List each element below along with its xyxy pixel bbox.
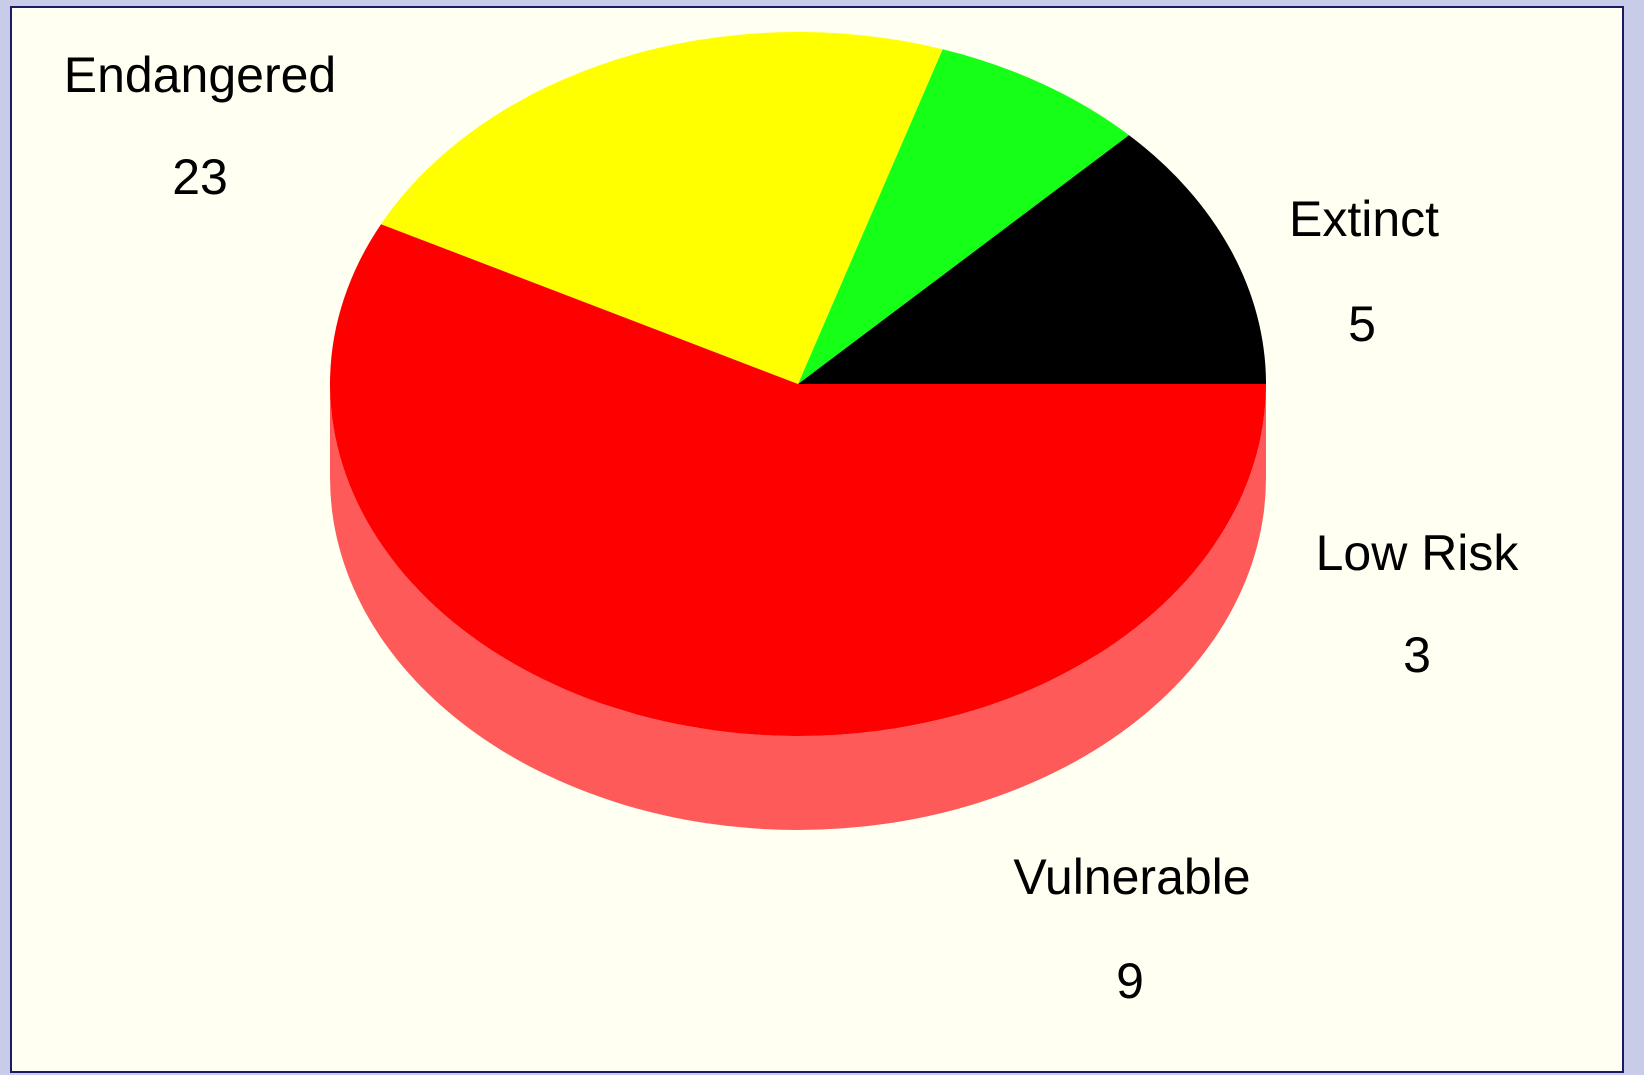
pie-slice-vulnerable <box>381 32 943 385</box>
pie-tops <box>329 32 1266 736</box>
chart-panel: Extinct 5 Low Risk 3 Vulnerable 9 Endangered 23 <box>10 6 1624 1073</box>
slice-value-endangered: 23 <box>172 149 228 205</box>
slice-label-endangered: Endangered <box>64 47 336 103</box>
pie-slice-low-risk <box>798 49 1129 384</box>
slice-label-extinct: Extinct <box>1289 191 1439 247</box>
slice-label-vulnerable: Vulnerable <box>1013 849 1250 905</box>
pie-slice-endangered <box>329 224 1266 736</box>
pie-sides <box>330 384 1266 830</box>
slice-value-vulnerable: 9 <box>1116 953 1144 1009</box>
pie-chart: Extinct 5 Low Risk 3 Vulnerable 9 Endangered 23 <box>64 32 1520 1009</box>
slice-label-low-risk: Low Risk <box>1316 525 1520 581</box>
pie-side-endangered <box>330 384 1266 830</box>
slice-value-low-risk: 3 <box>1403 627 1431 683</box>
pie-slice-extinct <box>798 135 1266 384</box>
slice-value-extinct: 5 <box>1348 296 1376 352</box>
pie-labels: Extinct 5 Low Risk 3 Vulnerable 9 Endangered 23 <box>64 47 1520 1009</box>
